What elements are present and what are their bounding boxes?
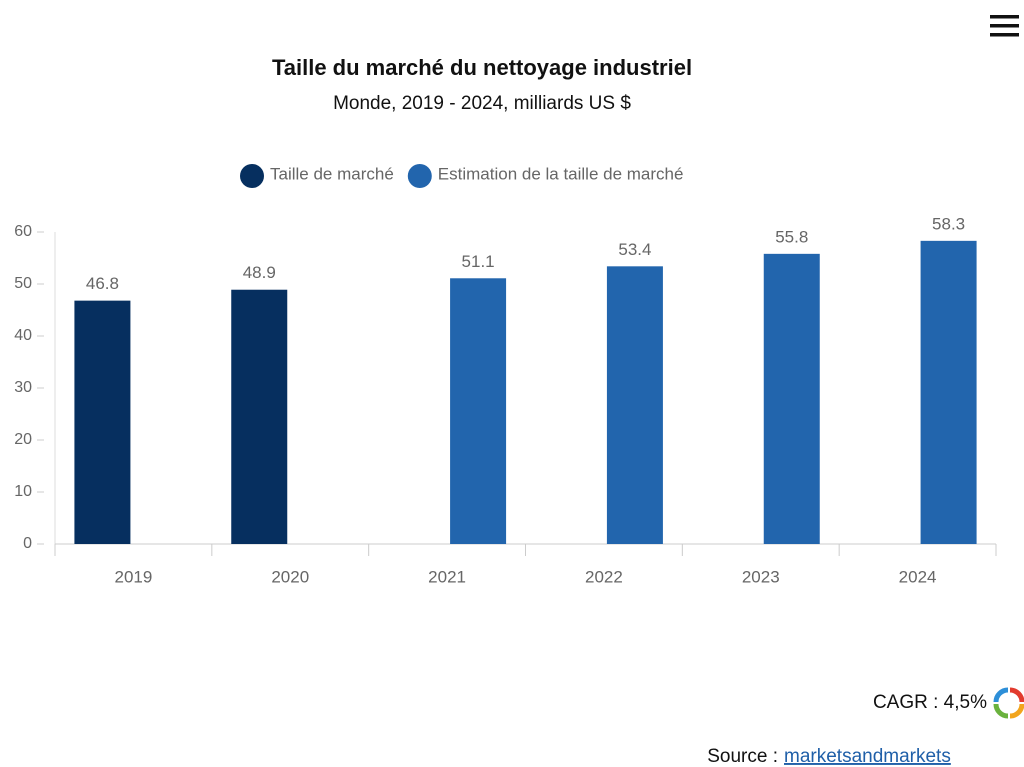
data-label: 48.9: [243, 263, 276, 282]
x-tick-label: 2023: [742, 567, 780, 586]
y-tick-label: 10: [14, 483, 32, 500]
legend-marker: [240, 164, 264, 188]
x-tick-label: 2019: [115, 567, 153, 586]
bar: [74, 300, 131, 544]
legend-label: Estimation de la taille de marché: [438, 164, 684, 183]
data-label: 46.8: [86, 274, 119, 293]
data-label: 53.4: [618, 240, 651, 259]
x-tick-label: 2024: [899, 567, 937, 586]
y-tick-label: 50: [14, 275, 32, 292]
data-label: 58.3: [932, 214, 965, 233]
y-tick-label: 40: [14, 327, 32, 344]
bar: [231, 289, 288, 544]
bar: [763, 253, 820, 544]
menu-bar: [990, 33, 1019, 37]
cagr: CAGR : 4,5%: [873, 692, 987, 713]
icon-segment: [993, 703, 1009, 719]
chart-title: Taille du marché du nettoyage industriel: [272, 55, 692, 80]
legend-marker: [407, 164, 432, 188]
y-tick-label: 30: [14, 379, 32, 396]
menu-icon[interactable]: [990, 15, 1019, 37]
x-tick-label: 2022: [585, 567, 623, 586]
chart-subtitle: Monde, 2019 - 2024, milliards US $: [333, 93, 631, 114]
y-tick-label: 20: [14, 431, 32, 448]
y-tick-label: 0: [23, 535, 32, 552]
bar: [606, 266, 663, 544]
source-label: Source :: [707, 746, 778, 767]
x-tick-label: 2021: [428, 567, 466, 586]
icon-segment: [1009, 687, 1024, 703]
icon-segment: [1009, 703, 1024, 719]
menu-bar: [990, 24, 1019, 28]
y-tick-label: 60: [14, 223, 32, 240]
data-label: 51.1: [462, 252, 495, 271]
data-label: 55.8: [775, 227, 808, 246]
x-tick-label: 2020: [271, 567, 309, 586]
legend-label: Taille de marché: [270, 164, 394, 183]
source-link[interactable]: marketsandmarkets: [784, 746, 951, 767]
menu-bar: [990, 15, 1019, 19]
bar: [450, 278, 507, 544]
bar: [920, 240, 977, 544]
cagr-icon: [993, 687, 1024, 719]
icon-segment: [993, 687, 1009, 703]
